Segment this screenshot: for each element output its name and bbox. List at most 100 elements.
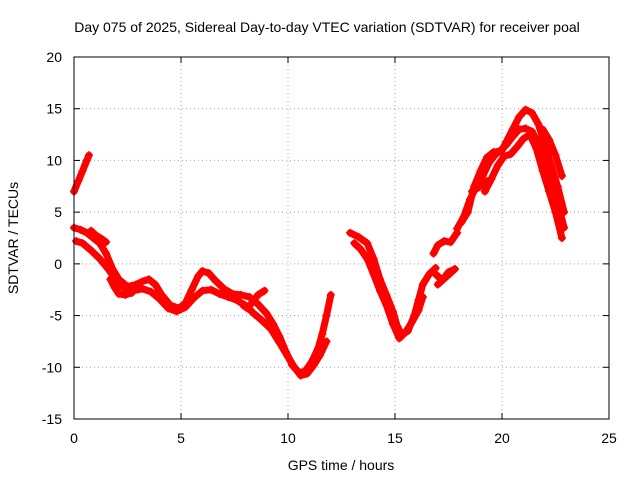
- data-point: [429, 249, 438, 258]
- data-point: [236, 290, 245, 299]
- data-point: [82, 156, 91, 165]
- data-point: [483, 177, 492, 186]
- data-point: [91, 230, 100, 239]
- data-point: [211, 276, 220, 285]
- data-series: [70, 105, 569, 380]
- data-point: [493, 161, 502, 170]
- data-point: [515, 112, 524, 121]
- data-point: [318, 330, 327, 339]
- data-point: [382, 301, 391, 310]
- data-point: [106, 275, 115, 284]
- series-trace: [539, 125, 566, 180]
- data-point: [433, 241, 442, 250]
- data-point: [506, 150, 515, 159]
- data-point: [521, 105, 530, 114]
- data-point: [376, 286, 385, 295]
- data-point: [408, 317, 417, 326]
- data-point: [84, 151, 93, 160]
- plot-frame: [73, 56, 610, 420]
- data-point: [232, 296, 241, 305]
- data-point: [194, 272, 203, 281]
- data-point: [97, 235, 106, 244]
- data-point: [512, 142, 521, 151]
- y-tick-label: 0: [54, 256, 62, 272]
- data-point: [363, 254, 372, 263]
- data-point: [438, 276, 447, 285]
- data-point: [254, 300, 263, 309]
- data-point: [247, 299, 256, 308]
- data-point: [172, 307, 181, 316]
- data-point: [495, 147, 504, 156]
- data-point: [243, 304, 252, 313]
- data-point: [138, 277, 147, 286]
- data-point: [354, 232, 363, 241]
- series-e: [106, 275, 136, 299]
- data-point: [476, 166, 485, 175]
- data-point: [219, 284, 228, 293]
- x-tick-label: 20: [494, 430, 510, 446]
- data-point: [144, 275, 153, 284]
- series-f: [239, 286, 269, 313]
- y-tick-label: 10: [46, 152, 62, 168]
- series-j: [429, 228, 462, 258]
- data-point: [258, 316, 267, 325]
- data-point: [480, 187, 489, 196]
- data-point: [326, 290, 335, 299]
- series-o: [538, 125, 566, 180]
- data-point: [78, 166, 87, 175]
- x-axis-label: GPS time / hours: [288, 457, 395, 473]
- data-point: [450, 265, 459, 274]
- data-point: [104, 265, 113, 274]
- data-point: [369, 270, 378, 279]
- data-point: [224, 292, 233, 301]
- data-point: [284, 352, 292, 361]
- data-point: [557, 234, 566, 242]
- data-point: [164, 304, 173, 313]
- data-point: [266, 325, 275, 334]
- data-point: [483, 153, 492, 162]
- data-point: [114, 289, 123, 298]
- data-point: [476, 182, 485, 191]
- data-point: [346, 228, 355, 237]
- data-point: [502, 140, 511, 149]
- data-point: [87, 226, 96, 235]
- data-point: [463, 208, 472, 217]
- series-trace: [70, 224, 335, 376]
- data-point: [388, 319, 397, 328]
- data-point: [76, 225, 85, 234]
- data-point: [204, 269, 213, 278]
- data-point: [87, 246, 96, 255]
- data-point: [215, 289, 224, 298]
- data-point: [121, 290, 130, 299]
- data-point: [198, 286, 207, 295]
- data-point: [198, 267, 207, 276]
- series-a: [70, 151, 93, 196]
- data-point: [147, 287, 156, 296]
- x-tick-label: 15: [387, 430, 403, 446]
- data-point: [401, 328, 410, 337]
- data-point: [363, 239, 372, 248]
- data-point: [534, 120, 543, 129]
- data-point: [545, 135, 554, 144]
- data-point: [551, 208, 560, 217]
- data-point: [296, 371, 305, 380]
- data-point: [444, 268, 453, 277]
- data-point: [538, 166, 547, 175]
- data-point: [418, 292, 427, 301]
- data-point: [322, 311, 331, 320]
- series-trace: [87, 227, 110, 246]
- series-c: [72, 237, 331, 380]
- grid: [74, 57, 609, 419]
- data-point: [551, 151, 560, 160]
- series-h: [350, 239, 427, 343]
- data-point: [239, 301, 248, 310]
- data-point: [489, 148, 498, 157]
- data-point: [519, 134, 528, 143]
- data-point: [395, 334, 404, 343]
- data-point: [72, 237, 81, 246]
- data-point: [102, 249, 111, 258]
- y-tick-label: -10: [42, 359, 62, 375]
- chart-title: Day 075 of 2025, Sidereal Day-to-day VTE…: [74, 19, 580, 35]
- data-point: [457, 218, 466, 227]
